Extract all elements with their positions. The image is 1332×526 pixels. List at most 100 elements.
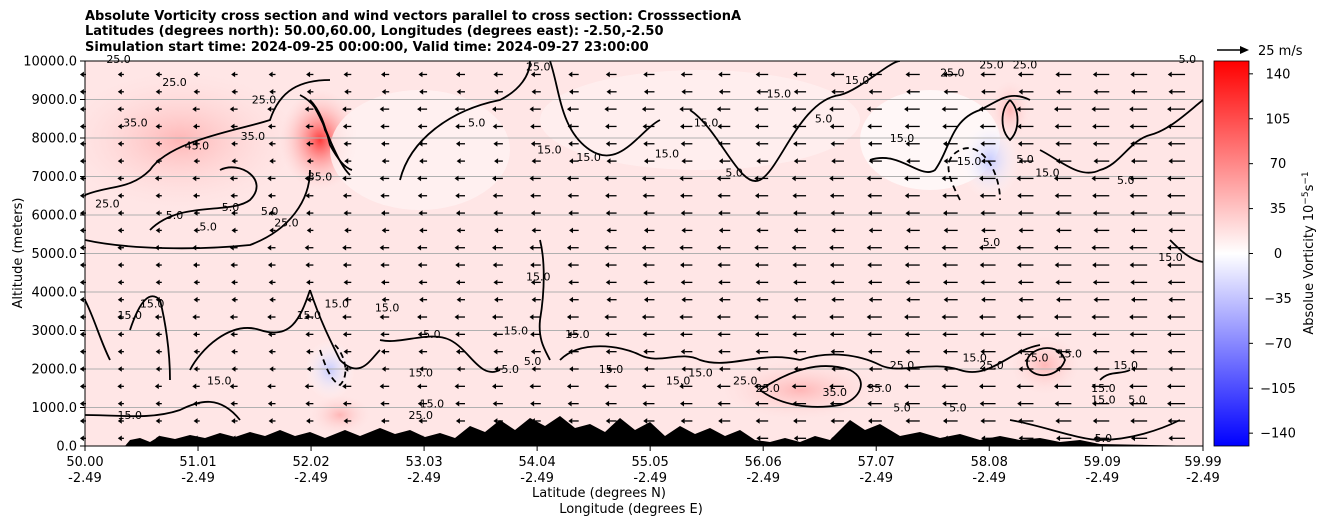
wind-arrow-icon — [681, 89, 686, 95]
wind-arrow-icon — [192, 331, 197, 338]
wind-arrow-icon — [905, 140, 910, 147]
wind-arrow-icon — [1092, 210, 1097, 216]
wind-arrow-icon — [455, 71, 460, 78]
wind-arrow-icon — [380, 400, 385, 407]
wind-arrow-icon — [943, 89, 948, 95]
wind-arrow-icon — [566, 383, 571, 390]
wind-arrow-icon — [492, 123, 497, 130]
wind-arrow-icon — [456, 158, 461, 164]
wind-arrow-icon — [417, 123, 422, 130]
colorbar-label: Absolue Vorticity 10−5s−1 — [1301, 171, 1317, 334]
wind-arrow-icon — [793, 71, 798, 78]
wind-arrow-icon — [792, 123, 797, 130]
contour-label: 5.0 — [1117, 174, 1135, 187]
contour-label: 25.0 — [95, 197, 120, 210]
wind-arrow-icon — [606, 158, 611, 164]
wind-arrow-icon — [343, 71, 348, 78]
wind-arrow-icon — [193, 348, 198, 355]
wind-arrow-icon — [792, 331, 797, 338]
wind-arrow-icon — [1129, 331, 1134, 338]
wind-arrow-icon — [456, 227, 461, 234]
wind-arrow-icon — [1018, 296, 1023, 303]
wind-arrow-icon — [530, 348, 535, 355]
wind-arrow-icon — [906, 158, 911, 164]
contour-label: 15.0 — [118, 409, 143, 422]
wind-arrow-icon — [1167, 106, 1172, 112]
wind-arrow-icon — [1130, 71, 1135, 78]
wind-arrow-icon — [1016, 383, 1021, 390]
wind-arrow-icon — [193, 210, 198, 216]
wind-arrow-icon — [1091, 244, 1096, 251]
wind-arrow-icon — [155, 140, 160, 147]
wind-arrow-icon — [454, 314, 459, 320]
wind-arrow-icon — [155, 366, 160, 372]
wind-arrow-icon — [155, 210, 160, 216]
wind-arrow-icon — [79, 262, 84, 268]
wind-arrow-icon — [606, 227, 611, 234]
wind-arrow-icon — [604, 244, 609, 251]
wind-arrow-icon — [904, 175, 909, 182]
wind-arrow-icon — [1130, 140, 1135, 147]
contour-label: 15.0 — [962, 351, 987, 364]
wind-arrow-icon — [793, 227, 798, 234]
wind-arrow-icon — [79, 106, 84, 112]
wind-arrow-icon — [830, 140, 835, 147]
wind-arrow-icon — [344, 296, 349, 303]
wind-arrow-icon — [306, 227, 311, 234]
wind-arrow-icon — [193, 158, 198, 164]
wind-arrow-icon — [419, 435, 424, 442]
wind-arrow-icon — [643, 435, 648, 442]
x-tick-label-longitude: -2.49 — [1186, 471, 1220, 486]
wind-arrow-icon — [381, 140, 386, 147]
wind-arrow-icon — [604, 175, 609, 182]
wind-arrow-icon — [866, 314, 871, 320]
wind-arrow-icon — [569, 366, 574, 372]
wind-arrow-icon — [905, 348, 910, 355]
wind-arrow-icon — [155, 331, 160, 338]
x-tick-label-longitude: -2.49 — [746, 471, 780, 486]
y-tick-label: 1000.0 — [32, 401, 78, 416]
wind-arrow-icon — [829, 106, 834, 112]
wind-arrow-icon — [1091, 383, 1096, 390]
y-tick-label: 4000.0 — [32, 286, 78, 301]
wind-arrow-icon — [531, 89, 536, 95]
wind-arrow-icon — [1056, 435, 1061, 442]
y-tick-label: 3000.0 — [32, 324, 78, 339]
wind-arrow-icon — [117, 71, 122, 78]
wind-arrow-icon — [755, 71, 760, 78]
wind-arrow-icon — [1130, 210, 1135, 216]
wind-arrow-icon — [154, 383, 159, 390]
wind-arrow-icon — [867, 192, 872, 199]
wind-arrow-icon — [1017, 262, 1022, 268]
wind-arrow-icon — [567, 192, 572, 199]
wind-arrow-icon — [230, 262, 235, 268]
wind-arrow-icon — [643, 296, 648, 303]
colorbar-tick-label: 70 — [1270, 157, 1287, 172]
wind-arrow-icon — [868, 140, 873, 147]
wind-arrow-icon — [530, 279, 535, 286]
wind-arrow-icon — [643, 348, 648, 355]
chart-title-line-3: Simulation start time: 2024-09-25 00:00:… — [85, 40, 649, 55]
wind-arrow-icon — [1167, 192, 1172, 199]
wind-arrow-icon — [679, 314, 684, 320]
wind-arrow-icon — [941, 314, 946, 320]
wind-arrow-icon — [1017, 71, 1022, 78]
wind-arrow-icon — [643, 89, 648, 95]
wind-arrow-icon — [342, 400, 347, 407]
wind-arrow-icon — [418, 348, 423, 355]
wind-arrow-icon — [791, 383, 796, 390]
wind-arrow-icon — [1168, 158, 1173, 164]
wind-arrow-icon — [1092, 279, 1097, 286]
wind-arrow-icon — [568, 71, 573, 78]
wind-arrow-icon — [830, 71, 835, 78]
wind-arrow-icon — [1129, 175, 1134, 182]
wind-arrow-icon — [79, 227, 84, 234]
wind-arrow-icon — [981, 158, 986, 164]
wind-arrow-icon — [755, 140, 760, 147]
wind-arrow-icon — [754, 244, 759, 251]
wind-arrow-icon — [530, 210, 535, 216]
wind-arrow-icon — [154, 106, 159, 112]
contour-label: 5.0 — [725, 167, 743, 180]
wind-arrow-icon — [981, 435, 986, 442]
wind-arrow-icon — [342, 244, 347, 251]
